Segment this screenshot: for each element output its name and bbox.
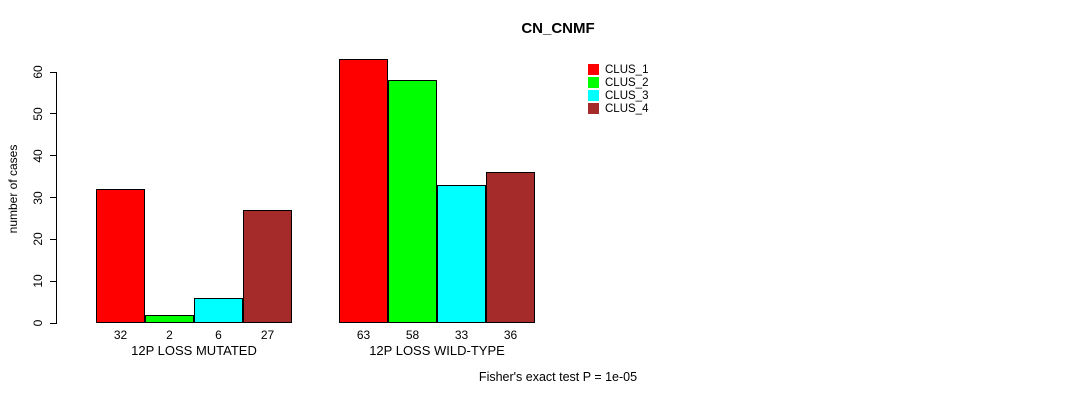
bar-clus_1-group1 xyxy=(96,189,145,323)
legend-label: CLUS_2 xyxy=(605,76,649,89)
chart-title: CN_CNMF xyxy=(521,20,595,37)
y-tick-mark xyxy=(50,155,56,157)
y-tick-mark xyxy=(50,322,56,324)
y-tick-mark xyxy=(50,280,56,282)
bar-value-label: 33 xyxy=(454,328,469,342)
y-tick-label: 40 xyxy=(31,148,45,163)
category-label: 12P LOSS MUTATED xyxy=(131,343,257,358)
bar-value-label: 6 xyxy=(215,328,222,342)
y-tick-label: 20 xyxy=(31,232,45,247)
bar-clus_4-group2 xyxy=(486,172,535,323)
y-axis-line xyxy=(56,72,57,324)
legend: CLUS_1 CLUS_2 CLUS_3 CLUS_4 xyxy=(588,63,648,115)
bar-value-label: 36 xyxy=(503,328,518,342)
legend-label: CLUS_4 xyxy=(605,102,649,115)
legend-swatch-clus_2 xyxy=(588,77,599,88)
y-axis-label: number of cases xyxy=(6,144,20,234)
y-tick-label: 10 xyxy=(31,274,45,288)
y-tick-mark xyxy=(50,238,56,240)
legend-item: CLUS_2 xyxy=(588,76,648,89)
bar-clus_3-group2 xyxy=(437,184,486,323)
bar-value-label: 27 xyxy=(260,328,275,342)
category-label: 12P LOSS WILD-TYPE xyxy=(369,343,505,358)
bar-value-label: 2 xyxy=(166,328,173,342)
y-tick-label: 60 xyxy=(31,65,45,79)
y-tick-label: 50 xyxy=(31,107,45,121)
legend-label: CLUS_3 xyxy=(605,89,649,102)
bar-clus_3-group1 xyxy=(194,297,243,323)
y-tick-label: 30 xyxy=(31,190,45,205)
legend-label: CLUS_1 xyxy=(605,63,649,76)
stat-annotation: Fisher's exact test P = 1e-05 xyxy=(478,370,638,384)
y-tick-mark xyxy=(50,197,56,198)
bar-clus_4-group1 xyxy=(243,210,292,323)
bar-clus_1-group2 xyxy=(339,59,388,323)
bar-value-label: 58 xyxy=(405,328,420,342)
y-tick-mark xyxy=(50,113,56,115)
legend-item: CLUS_4 xyxy=(588,102,648,115)
bar-value-label: 63 xyxy=(356,328,371,342)
y-tick-label: 0 xyxy=(31,319,45,327)
legend-item: CLUS_3 xyxy=(588,89,648,102)
legend-swatch-clus_3 xyxy=(588,90,599,101)
bar-clus_2-group2 xyxy=(388,80,437,323)
legend-item: CLUS_1 xyxy=(588,63,648,76)
bar-clus_2-group1 xyxy=(145,314,194,323)
legend-swatch-clus_1 xyxy=(588,64,599,75)
y-tick-mark xyxy=(50,71,56,73)
legend-swatch-clus_4 xyxy=(588,103,599,114)
bar-value-label: 32 xyxy=(113,328,128,342)
